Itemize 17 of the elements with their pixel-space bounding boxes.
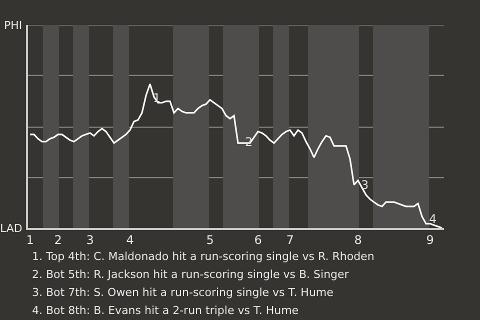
x-tick-label: 8 [354,233,362,248]
x-tick-label: 3 [86,233,94,248]
x-tick-label: 2 [54,233,62,248]
text: 3. Bot 7th: S. Owen hit a run-scoring single vs T. Hume [32,286,334,299]
x-tick-label: 4 [126,233,134,248]
text: 2. Bot 5th: R. Jackson hit a run-scoring single vs B. Singer [32,268,350,281]
text: 4. Bot 8th: B. Evans hit a 2-run triple vs T. Hume [32,304,299,317]
x-tick-label: 7 [286,233,294,248]
x-tick-label: 5 [206,233,214,248]
text: PHI [4,19,22,32]
text: LAD [0,222,22,235]
annotation: 3 [361,178,369,192]
x-tick-label: 9 [426,233,434,248]
annotation: 4 [429,212,437,226]
text: 1. Top 4th: C. Maldonado hit a run-scoring single vs R. Rhoden [32,250,374,263]
x-tick-label: 6 [254,233,262,248]
x-tick-label: 1 [26,233,34,248]
